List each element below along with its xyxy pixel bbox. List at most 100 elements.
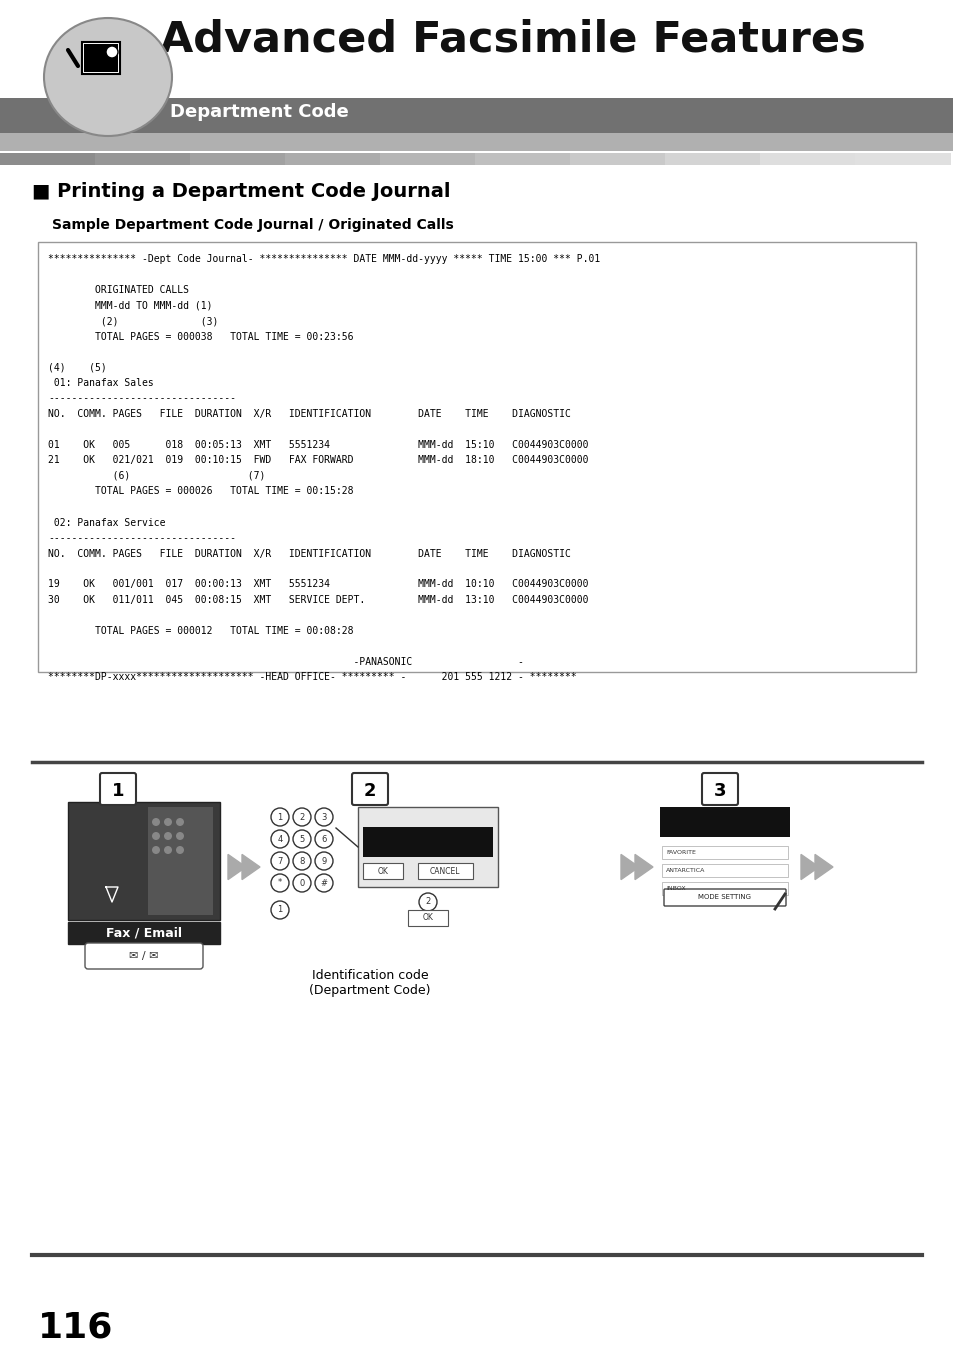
Bar bbox=[357, 807, 497, 888]
Circle shape bbox=[314, 852, 333, 870]
Bar bbox=[0, 99, 953, 132]
Circle shape bbox=[314, 808, 333, 825]
Text: 0: 0 bbox=[299, 878, 304, 888]
Text: 1: 1 bbox=[277, 812, 282, 821]
Text: 21    OK   021/021  019  00:10:15  FWD   FAX FORWARD           MMM-dd  18:10   C: 21 OK 021/021 019 00:10:15 FWD FAX FORWA… bbox=[48, 455, 588, 466]
Text: 01    OK   005      018  00:05:13  XMT   5551234               MMM-dd  15:10   C: 01 OK 005 018 00:05:13 XMT 5551234 MMM-d… bbox=[48, 440, 588, 450]
Text: Department Code: Department Code bbox=[170, 103, 349, 122]
Text: ********DP-xxxx******************** -HEAD OFFICE- ********* -      201 555 1212 : ********DP-xxxx******************** -HEA… bbox=[48, 673, 577, 682]
Circle shape bbox=[175, 832, 184, 840]
FancyBboxPatch shape bbox=[701, 773, 738, 805]
Bar bbox=[379, 153, 476, 165]
Text: 6: 6 bbox=[321, 835, 326, 843]
Circle shape bbox=[152, 832, 160, 840]
Circle shape bbox=[314, 830, 333, 848]
Circle shape bbox=[175, 817, 184, 825]
Text: 02: Panafax Service: 02: Panafax Service bbox=[48, 517, 165, 527]
Text: INBOX: INBOX bbox=[665, 885, 685, 890]
Bar bbox=[363, 827, 493, 857]
Text: (4)    (5): (4) (5) bbox=[48, 362, 107, 373]
Text: ORIGINATED CALLS: ORIGINATED CALLS bbox=[48, 285, 189, 295]
Bar bbox=[475, 153, 571, 165]
Bar bbox=[68, 921, 220, 944]
Polygon shape bbox=[228, 854, 246, 880]
Text: --------------------------------: -------------------------------- bbox=[48, 393, 235, 404]
Circle shape bbox=[418, 893, 436, 911]
Bar bbox=[854, 153, 950, 165]
Text: FAVORITE: FAVORITE bbox=[665, 850, 695, 854]
Bar bbox=[569, 153, 665, 165]
FancyBboxPatch shape bbox=[85, 943, 203, 969]
Text: 19    OK   001/001  017  00:00:13  XMT   5551234               MMM-dd  10:10   C: 19 OK 001/001 017 00:00:13 XMT 5551234 M… bbox=[48, 580, 588, 589]
Polygon shape bbox=[635, 854, 652, 880]
Text: Sample Department Code Journal / Originated Calls: Sample Department Code Journal / Origina… bbox=[52, 218, 454, 232]
Polygon shape bbox=[242, 854, 260, 880]
FancyBboxPatch shape bbox=[663, 889, 785, 907]
Circle shape bbox=[293, 830, 311, 848]
Polygon shape bbox=[814, 854, 832, 880]
Text: 4: 4 bbox=[277, 835, 282, 843]
Text: TOTAL PAGES = 000012   TOTAL TIME = 00:08:28: TOTAL PAGES = 000012 TOTAL TIME = 00:08:… bbox=[48, 626, 354, 636]
Text: 01: Panafax Sales: 01: Panafax Sales bbox=[48, 378, 153, 388]
Circle shape bbox=[164, 846, 172, 854]
Text: 1: 1 bbox=[112, 782, 124, 800]
Circle shape bbox=[106, 46, 118, 58]
Text: ■ Printing a Department Code Journal: ■ Printing a Department Code Journal bbox=[32, 182, 450, 201]
Polygon shape bbox=[801, 854, 818, 880]
Text: Advanced Facsimile Features: Advanced Facsimile Features bbox=[160, 18, 864, 59]
Circle shape bbox=[271, 901, 289, 919]
Text: 3: 3 bbox=[321, 812, 326, 821]
Text: TOTAL PAGES = 000026   TOTAL TIME = 00:15:28: TOTAL PAGES = 000026 TOTAL TIME = 00:15:… bbox=[48, 486, 354, 497]
Text: 2: 2 bbox=[299, 812, 304, 821]
Text: *: * bbox=[277, 878, 282, 888]
Bar bbox=[148, 807, 213, 915]
Circle shape bbox=[152, 817, 160, 825]
Text: 8: 8 bbox=[299, 857, 304, 866]
Text: 30    OK   011/011  045  00:08:15  XMT   SERVICE DEPT.         MMM-dd  13:10   C: 30 OK 011/011 045 00:08:15 XMT SERVICE D… bbox=[48, 594, 588, 605]
Polygon shape bbox=[620, 854, 639, 880]
Text: 9: 9 bbox=[321, 857, 326, 866]
Circle shape bbox=[293, 808, 311, 825]
Text: NO.  COMM. PAGES   FILE  DURATION  X/R   IDENTIFICATION        DATE    TIME    D: NO. COMM. PAGES FILE DURATION X/R IDENTI… bbox=[48, 549, 570, 558]
FancyBboxPatch shape bbox=[100, 773, 136, 805]
Text: (2)              (3): (2) (3) bbox=[48, 316, 218, 326]
Bar bbox=[417, 863, 473, 880]
Text: 7: 7 bbox=[277, 857, 282, 866]
Text: 3: 3 bbox=[713, 782, 725, 800]
Bar bbox=[84, 45, 118, 72]
Bar bbox=[0, 132, 953, 151]
Text: ANTARCTICA: ANTARCTICA bbox=[665, 867, 704, 873]
Circle shape bbox=[271, 808, 289, 825]
Circle shape bbox=[175, 846, 184, 854]
Circle shape bbox=[152, 846, 160, 854]
Circle shape bbox=[271, 874, 289, 892]
Text: ✉ / ✉: ✉ / ✉ bbox=[129, 951, 158, 961]
Text: NO.  COMM. PAGES   FILE  DURATION  X/R   IDENTIFICATION        DATE    TIME    D: NO. COMM. PAGES FILE DURATION X/R IDENTI… bbox=[48, 409, 570, 419]
Bar bbox=[0, 153, 96, 165]
Text: *************** -Dept Code Journal- *************** DATE MMM-dd-yyyy ***** TIME : *************** -Dept Code Journal- ****… bbox=[48, 254, 599, 263]
Bar bbox=[408, 911, 448, 925]
Text: OK: OK bbox=[422, 913, 433, 923]
Text: 1: 1 bbox=[277, 905, 282, 915]
Bar bbox=[285, 153, 380, 165]
Bar bbox=[95, 153, 191, 165]
Circle shape bbox=[293, 852, 311, 870]
Text: OK: OK bbox=[377, 866, 388, 875]
Text: 116: 116 bbox=[38, 1310, 113, 1344]
Text: Identification code
(Department Code): Identification code (Department Code) bbox=[309, 969, 431, 997]
Bar bbox=[760, 153, 855, 165]
FancyBboxPatch shape bbox=[352, 773, 388, 805]
Bar bbox=[661, 865, 787, 877]
Text: Fax / Email: Fax / Email bbox=[106, 927, 182, 939]
Text: 2: 2 bbox=[425, 897, 430, 907]
Bar bbox=[661, 882, 787, 894]
Text: -PANASONIC                  -: -PANASONIC - bbox=[48, 657, 523, 667]
Text: --------------------------------: -------------------------------- bbox=[48, 534, 235, 543]
Circle shape bbox=[164, 817, 172, 825]
Circle shape bbox=[271, 830, 289, 848]
Bar bbox=[82, 42, 120, 74]
Text: TOTAL PAGES = 000038   TOTAL TIME = 00:23:56: TOTAL PAGES = 000038 TOTAL TIME = 00:23:… bbox=[48, 331, 354, 342]
Circle shape bbox=[164, 832, 172, 840]
Circle shape bbox=[314, 874, 333, 892]
Bar bbox=[659, 807, 789, 838]
